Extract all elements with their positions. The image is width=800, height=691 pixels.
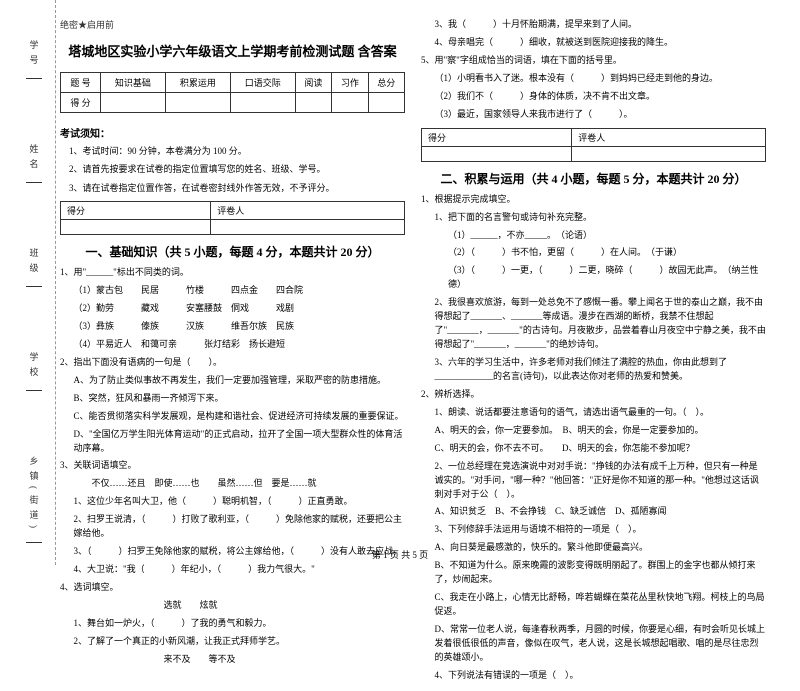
score-h4: 阅读 [295, 73, 331, 93]
aq2-i2: C、明天的会，你不去不可。 D、明天的会，你怎能不参加呢？ [421, 442, 766, 456]
score-h6: 总分 [368, 73, 404, 93]
q3-l1: 不仅……还且 即使……也 虽然……但 要是……就 [60, 477, 405, 491]
score-h0: 题 号 [61, 73, 101, 93]
binding-label-1: 姓名 [28, 144, 41, 174]
binding-label-0: 学号 [28, 40, 41, 70]
aq2-stem: 2、辨析选择。 [421, 388, 766, 402]
score-h5: 习作 [332, 73, 368, 93]
q5-i0: （1）小明看书入了迷。根本没有（ ）到妈妈已经走到他的身边。 [421, 72, 766, 86]
secret-label: 绝密★启用前 [60, 18, 405, 31]
mini-h1: 评卷人 [211, 202, 405, 220]
q5-i2: （3）最近，国家领导人来我市进行了（ ）。 [421, 108, 766, 122]
q1-r3: （4）平易近人 和蔼可亲 张灯结彩 扬长避短 [60, 338, 405, 352]
aq2-i9: D、常常一位老人说，每逢春秋两季，月圆的时候，你要是心细，有时会听见长城上发着很… [421, 623, 766, 665]
mini2-h0: 得分 [422, 128, 572, 146]
q2-a: A、为了防止类似事故不再发生，我们一定要加强管理，采取严密的防患措施。 [60, 374, 405, 388]
q3-stem: 3、关联词语填空。 [60, 459, 405, 473]
q2-b: B、突然，狂风和暴雨一齐倾泻下来。 [60, 392, 405, 406]
mini-h0: 得分 [61, 202, 211, 220]
score-table: 题 号 知识基础 积累运用 口语交际 阅读 习作 总分 得 分 [60, 72, 405, 113]
q2-stem: 2、指出下面没有语病的一句是（ ）。 [60, 356, 405, 370]
q3-i1: 2、扫罗王说清，（ ）打败了歌利亚，（ ）免除他家的赋税，还要把公主嫁给他。 [60, 513, 405, 541]
q5-i1: （2）我们不（ ）身体的体质，决不肯不出文章。 [421, 90, 766, 104]
mini2-h1: 评卷人 [572, 128, 766, 146]
score-h2: 积累运用 [165, 73, 230, 93]
mini-score-2: 得分 评卷人 [421, 128, 766, 162]
rt-1: 4、母亲唱完（ ）细收，就被送到医院迎接我的降生。 [421, 36, 766, 50]
aq2-i7: B、不知道为什么。原来晚霞的波影变得既明丽起了。群围上的金字也都从倾打来了，炒闹… [421, 559, 766, 587]
score-h3: 口语交际 [230, 73, 295, 93]
aq2-i0: 1、朗读、说话都要注意语句的语气，请选出语气最重的一句。（ ）。 [421, 406, 766, 420]
q1-r1: （2）勤劳 藏戏 安塞腰鼓 侗戏 戏剧 [60, 302, 405, 316]
notice-3: 3、请在试卷指定位置作答，在试卷密封线外作答无效，不予评分。 [60, 181, 405, 195]
binding-label-4: 乡镇(街道) [28, 456, 41, 534]
rt-0: 3、我（ ）十月怀胎期满，提早来到了人间。 [421, 18, 766, 32]
q4-i2: 来不及 等不及 [60, 653, 405, 667]
right-column: 3、我（ ）十月怀胎期满，提早来到了人间。 4、母亲唱完（ ）细收，就被送到医院… [421, 18, 766, 683]
mini-score-1: 得分 评卷人 [60, 201, 405, 235]
binding-label-2: 班级 [28, 248, 41, 278]
aq1-l3: 3、六年的学习生活中，许多老师对我们倾注了满腔的热血，你由此想到了_______… [421, 356, 766, 384]
score-row2: 得 分 [61, 93, 101, 113]
aq1-stem: 1、根据提示完成填空。 [421, 193, 766, 207]
aq2-i10: 4、下列说法有错误的一项是（ ）。 [421, 669, 766, 683]
binding-labels: 学号 姓名 班级 学校 乡镇(街道) [8, 40, 60, 545]
exam-title: 塔城地区实验小学六年级语文上学期考前检测试题 含答案 [60, 41, 405, 60]
q4-l1: 选就 炫就 [60, 599, 405, 613]
aq1-l1: 1、把下面的名言警句或诗句补充完整。 [421, 211, 766, 225]
aq2-i4: A、知识贫乏 B、不会挣钱 C、缺乏诚信 D、孤陋寡闻 [421, 505, 766, 519]
notice-1: 1、考试时间：90 分钟，本卷满分为 100 分。 [60, 144, 405, 158]
page-footer: 第 1 页 共 5 页 [0, 548, 800, 561]
q2-d: D、"全国亿万学生阳光体育运动"的正式启动，拉开了全国一项大型群众性的体育活动序… [60, 428, 405, 456]
q3-i3: 4、大卫说："我（ ）年纪小，（ ）我力气很大。" [60, 563, 405, 577]
notice-title: 考试须知： [60, 125, 405, 140]
notice-2: 2、请首先按要求在试卷的指定位置填写您的姓名、班级、学号。 [60, 162, 405, 176]
aq1-l2: 2、我很喜欢旅游，每到一处总免不了感慨一番。攀上闻名于世的泰山之巅，我不由得想起… [421, 296, 766, 352]
q1-r2: （3）彝族 傣族 汉族 维吾尔族 民族 [60, 320, 405, 334]
aq2-i8: C、我走在小路上，心情无比舒畅，哗若蝴蝶在菜花丛里秋快地飞翔。柯枝上的鸟局促返。 [421, 591, 766, 619]
section1-title: 一、基础知识（共 5 小题，每题 4 分，本题共计 20 分） [60, 243, 405, 260]
aq1-i1: （2）（ ）书不怕，更留（ ）在人间。 （于谦） [421, 246, 766, 260]
aq2-i3: 2、一位总经理在竞选演说中对对手说："挣钱的办法有成千上万种，但只有一种是诚实的… [421, 460, 766, 502]
aq2-i1: A、明天的会，你一定要参加。 B、明天的会，你是一定要参加的。 [421, 424, 766, 438]
binding-label-3: 学校 [28, 352, 41, 382]
aq1-i0: （1）______，不亦_____。 （论语） [421, 229, 766, 243]
q4-i0: 1、舞台如一炉火，（ ）了我的勇气和毅力。 [60, 617, 405, 631]
q2-c: C、能否贯彻落实科学发展观，是构建和谐社会、促进经济可持续发展的重要保证。 [60, 410, 405, 424]
aq2-i5: 3、下列修辞手法运用与语境不相符的一项是（ ）。 [421, 523, 766, 537]
q1-stem: 1、用"______"标出不同类的词。 [60, 266, 405, 280]
q4-stem: 4、选词填空。 [60, 581, 405, 595]
q4-i1: 2、了解了一个真正的小新风潮，让我正式拜师学艺。 [60, 635, 405, 649]
left-column: 绝密★启用前 塔城地区实验小学六年级语文上学期考前检测试题 含答案 题 号 知识… [60, 18, 405, 683]
q3-i0: 1、这位少年名叫大卫，他（ ）聪明机智，（ ）正直勇敢。 [60, 495, 405, 509]
q1-r0: （1）蒙古包 民居 竹楼 四点金 四合院 [60, 284, 405, 298]
score-h1: 知识基础 [100, 73, 165, 93]
q5-stem: 5、用"察"字组成恰当的词语，填在下面的括号里。 [421, 54, 766, 68]
binding-strip: 学号 姓名 班级 学校 乡镇(街道) [0, 0, 56, 565]
aq1-i2: （3）（ ）一更，（ ）二更，晓碎（ ）故园无此声。 （纳兰性德） [421, 264, 766, 292]
section2-title: 二、积累与运用（共 4 小题，每题 5 分，本题共计 20 分） [421, 170, 766, 187]
